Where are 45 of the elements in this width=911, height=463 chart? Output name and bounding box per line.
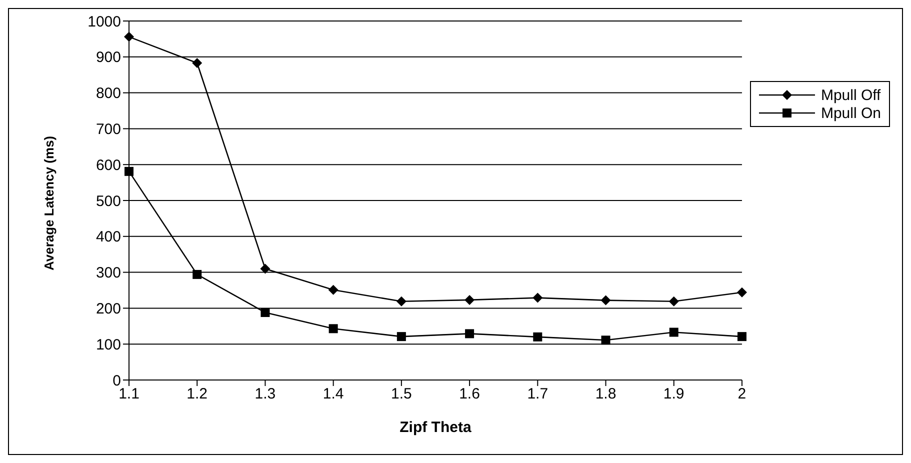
x-tick-label: 1.8	[595, 386, 616, 403]
point	[328, 324, 338, 334]
y-tick-label: 0	[112, 372, 121, 390]
x-tick-label: 1.9	[663, 386, 684, 403]
point	[464, 294, 475, 305]
point	[124, 32, 134, 42]
point	[533, 332, 542, 342]
point	[260, 308, 270, 318]
point	[737, 332, 746, 342]
y-tick-label: 900	[96, 49, 121, 66]
y-tick-label: 300	[96, 264, 121, 282]
point	[600, 295, 611, 306]
x-tick-label: 1.6	[459, 386, 480, 403]
point	[124, 166, 134, 176]
x-tick-label: 1.3	[254, 386, 276, 403]
y-tick-label: 100	[96, 336, 121, 354]
point	[192, 270, 202, 279]
x-tick-label: 1.7	[527, 386, 548, 403]
x-axis-title: Zipf Theta	[400, 419, 472, 436]
point	[396, 332, 406, 342]
x-tick-label: 2	[738, 386, 746, 403]
x-tick-label: 1.2	[186, 386, 208, 403]
point	[465, 329, 474, 338]
point	[260, 264, 270, 274]
point	[192, 58, 202, 68]
point	[736, 287, 747, 298]
x-tick-label: 1.4	[322, 386, 344, 403]
point	[669, 328, 678, 337]
legend-label: Mpull On	[820, 104, 881, 122]
y-tick-label: 200	[96, 300, 121, 318]
point	[601, 336, 610, 345]
y-tick-label: 1000	[88, 13, 121, 30]
y-tick-label: 600	[96, 156, 121, 174]
x-tick-label: 1.1	[118, 386, 140, 403]
x-tick-label: 1.5	[391, 386, 412, 403]
point	[396, 296, 406, 306]
y-tick-label: 500	[96, 192, 121, 210]
point	[328, 284, 338, 295]
y-tick-label: 800	[96, 85, 121, 102]
point	[668, 296, 679, 306]
y-tick-label: 700	[96, 121, 121, 138]
point	[532, 292, 543, 303]
legend-label: Mpull Off	[820, 86, 881, 104]
y-tick-label: 400	[96, 228, 121, 246]
y-axis-title: Average Latency (ms)	[42, 136, 57, 270]
